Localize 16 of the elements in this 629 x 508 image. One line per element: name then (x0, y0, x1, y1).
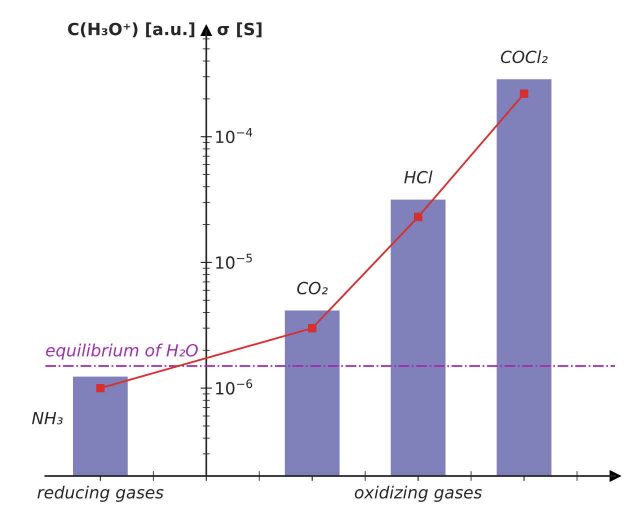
y-axis-title: C(H₃O⁺) [a.u.] (68, 22, 194, 38)
y2-axis-title: σ [S] (218, 22, 262, 38)
y-tick-label: 10$^{−4}$ (216, 128, 252, 144)
x-tick-label: reducing gases (38, 486, 164, 502)
point (308, 324, 316, 332)
annotation: COCl₂ (500, 50, 548, 64)
annotation: HCl (404, 170, 432, 184)
point (520, 90, 528, 98)
point (414, 212, 422, 222)
ref-line-label: equilibrium of H₂O (46, 344, 198, 360)
x-tick-label: oxidizing gases (354, 486, 482, 502)
y-tick-label: 10$^{−6}$ (216, 379, 252, 395)
annotation: CO₂ (297, 282, 328, 294)
annotation: NH₃ (32, 412, 63, 424)
point (96, 384, 105, 392)
y-tick-label: 10$^{−5}$ (216, 254, 252, 269)
